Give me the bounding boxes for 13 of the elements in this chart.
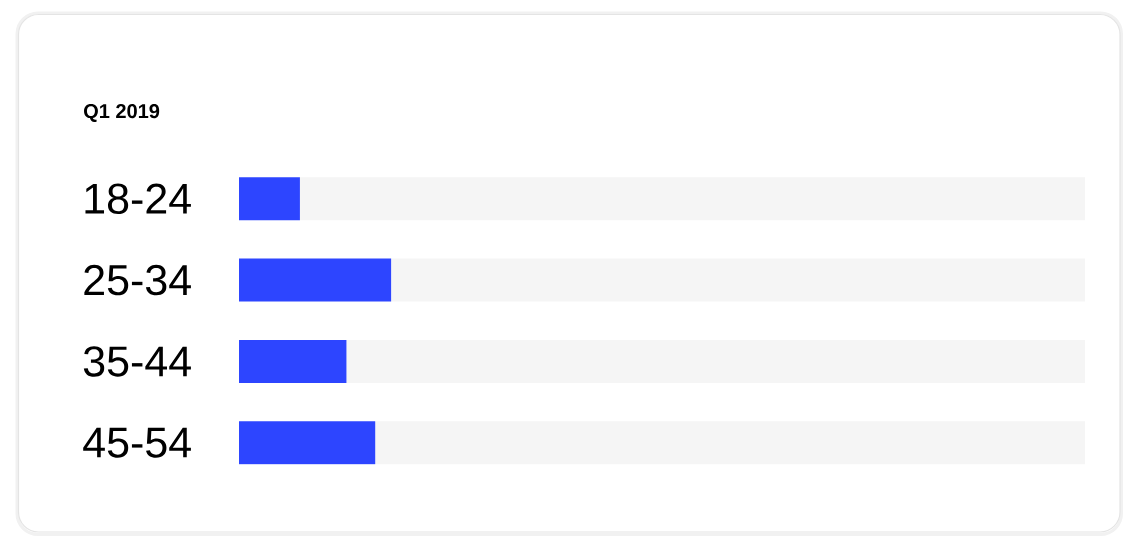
bar — [299, 177, 1086, 221]
bar — [391, 258, 1086, 302]
bar — [375, 421, 1086, 465]
chart-title: Q1 2019 — [84, 104, 160, 122]
bar — [239, 421, 376, 465]
bar — [239, 177, 300, 221]
bar — [239, 339, 347, 383]
y-tick-label: 35-44 — [83, 346, 191, 377]
y-tick-label: 18-24 — [85, 183, 191, 214]
y-tick-label: 25-34 — [84, 264, 191, 296]
y-tick-label: 45-54 — [83, 427, 191, 458]
bar — [239, 258, 392, 302]
bar — [346, 339, 1086, 383]
